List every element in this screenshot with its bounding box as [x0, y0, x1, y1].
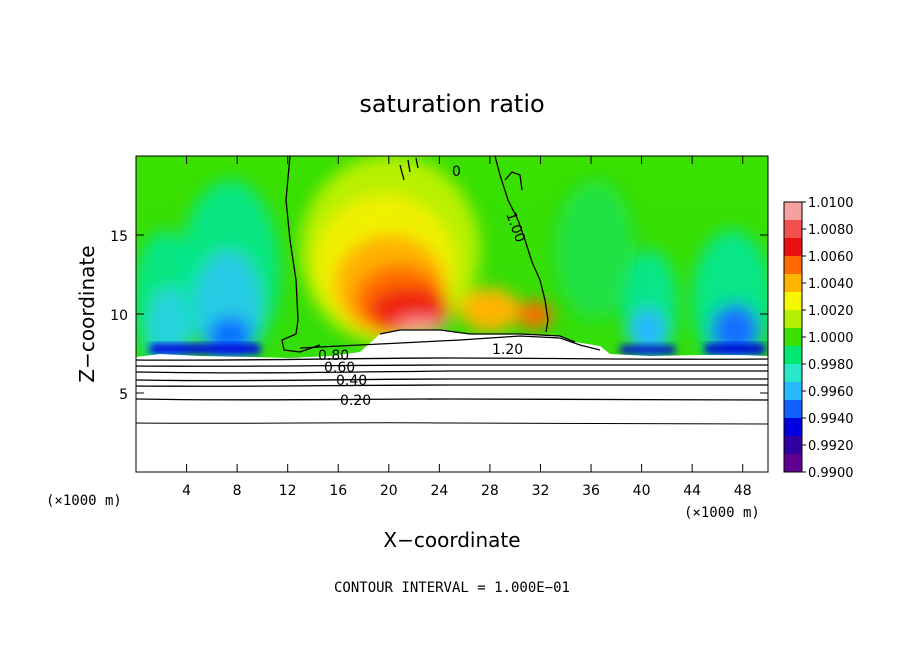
contour-label-group: 0 1.00 1.20 0.80 0.60 0.40 0.20: [318, 164, 528, 409]
contour-label: 0.60: [324, 360, 355, 376]
colorbar-tick-label: 1.0100: [808, 196, 854, 211]
x-tick-label: 4: [182, 483, 191, 499]
chart-title: saturation ratio: [359, 90, 544, 118]
colorbar-tick-label: 1.0000: [808, 331, 854, 346]
colorbar-segment: [784, 346, 802, 365]
contour-label: 1.20: [492, 342, 523, 358]
y-tick-label: 10: [110, 308, 128, 324]
colorbar-tick-label: 1.0080: [808, 223, 854, 238]
contour-label: 0.20: [340, 393, 371, 409]
colorbar-tick-label: 0.9980: [808, 358, 854, 373]
colorbar-segment: [784, 418, 802, 437]
x-tick-label: 16: [329, 483, 347, 499]
colorbar-segment: [784, 382, 802, 401]
colorbar-segment: [784, 274, 802, 293]
x-tick-label: 12: [279, 483, 297, 499]
colorbar-tick-label: 0.9900: [808, 466, 854, 481]
y-tick-label: 15: [110, 229, 128, 245]
x-tick-label: 48: [734, 483, 752, 499]
colorbar-segment: [784, 454, 802, 473]
colorbar-segment: [784, 238, 802, 257]
contour-lines: [136, 156, 768, 425]
colorbar-segment: [784, 400, 802, 419]
x-tick-label: 24: [430, 483, 448, 499]
y-tick-label: 5: [119, 387, 128, 403]
deep-subsaturated-strip: [150, 344, 765, 354]
plot-area: [136, 156, 768, 472]
y-axis-label: Z−coordinate: [75, 245, 99, 382]
colorbar-tick-label: 0.9920: [808, 439, 854, 454]
x-tick-label: 44: [683, 483, 701, 499]
x-unit-label-right: (×1000 m): [684, 505, 760, 521]
colorbar-segment: [784, 364, 802, 383]
x-tick-label: 32: [532, 483, 550, 499]
x-tick-label: 20: [380, 483, 398, 499]
x-tick-label: 36: [582, 483, 600, 499]
colorbar-tick-label: 1.0040: [808, 277, 854, 292]
x-tick-label: 28: [481, 483, 499, 499]
colorbar-segment: [784, 328, 802, 347]
contour-label: 0.40: [336, 373, 367, 389]
colorbar-segment: [784, 202, 802, 221]
y-axis: 5 10 15: [110, 229, 768, 403]
x-axis: 4 8 12 16 20 24 28 32 36 40 44 48: [182, 156, 752, 499]
colorbar: 1.0100 1.0080 1.0060 1.0040 1.0020 1.0000 0.99…: [783, 196, 854, 481]
supersaturated-plume: [300, 156, 553, 345]
contour-label: 0.80: [318, 348, 349, 364]
x-unit-label-left: (×1000 m): [46, 493, 122, 509]
x-tick-label: 40: [633, 483, 651, 499]
colorbar-tick-label: 1.0060: [808, 250, 854, 265]
x-axis-label: X−coordinate: [383, 528, 520, 552]
colorbar-segment: [784, 310, 802, 329]
x-tick-label: 8: [233, 483, 242, 499]
colorbar-tick-label: 1.0020: [808, 304, 854, 319]
contour-interval-note: CONTOUR INTERVAL = 1.000E−01: [334, 580, 570, 596]
colorbar-tick-label: 0.9940: [808, 412, 854, 427]
colorbar-segment: [784, 220, 802, 239]
contour-label: 0: [452, 164, 461, 180]
colorbar-segment: [784, 256, 802, 275]
colorbar-segment: [784, 436, 802, 455]
colorbar-tick-label: 0.9960: [808, 385, 854, 400]
colorbar-segment: [784, 292, 802, 311]
